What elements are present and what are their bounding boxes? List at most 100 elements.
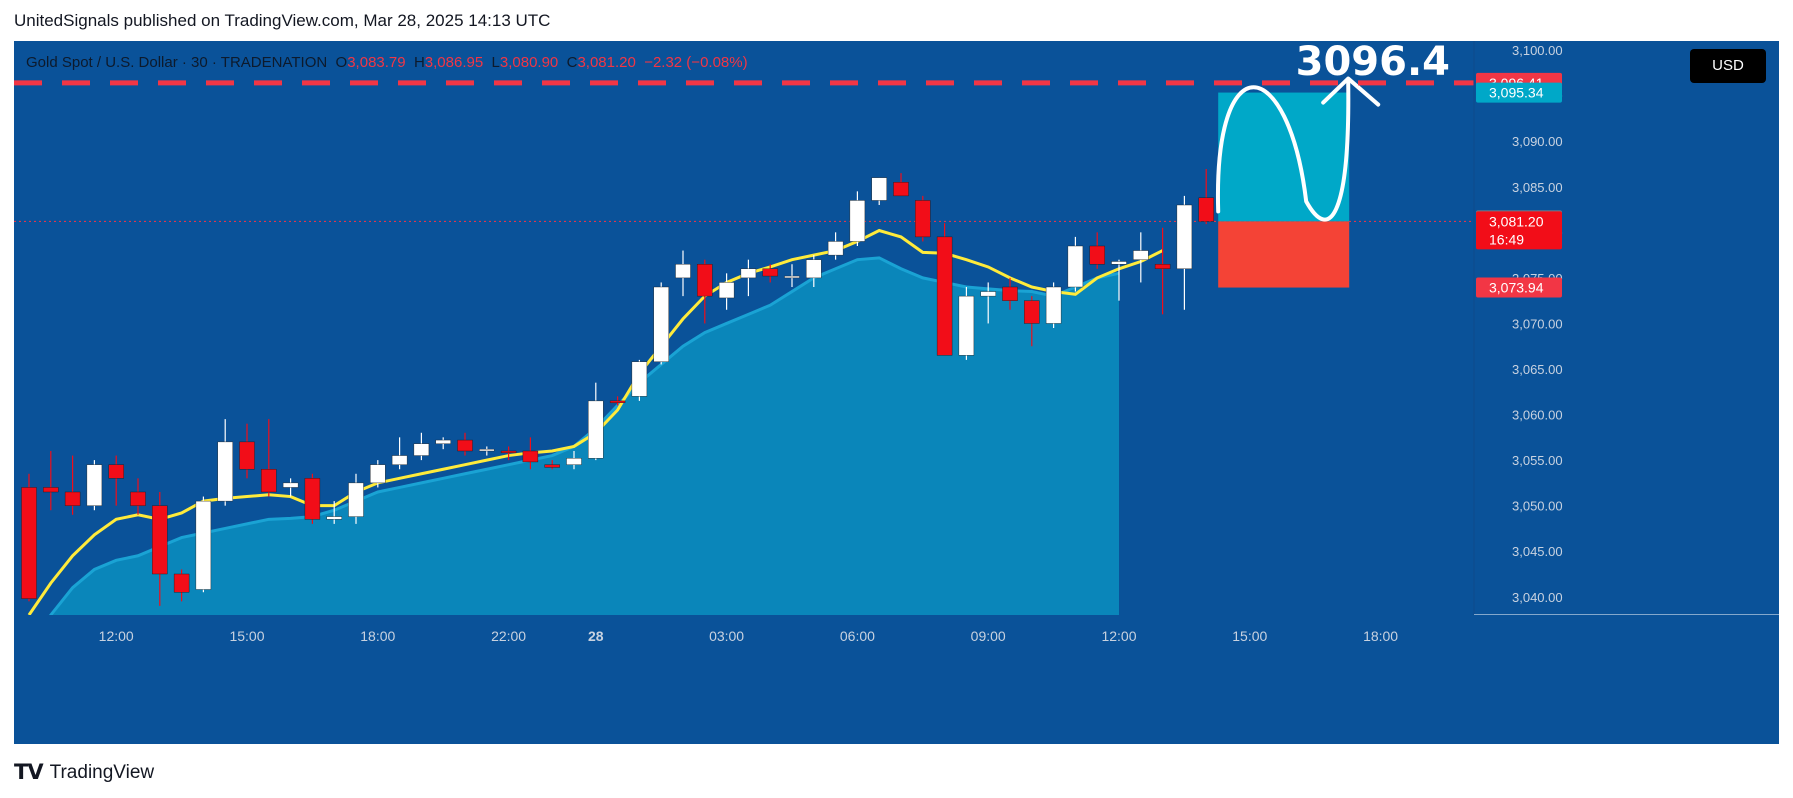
candle-body	[479, 448, 495, 452]
tradingview-footer[interactable]: 𝗧𝗩 TradingView	[14, 760, 154, 785]
price-tag	[1476, 277, 1562, 298]
candle-body	[435, 439, 451, 444]
candle-body	[609, 400, 626, 403]
x-tick-label: 28	[588, 628, 604, 644]
candle-body	[893, 182, 909, 197]
candle-body	[413, 443, 430, 456]
candle-body	[1154, 264, 1171, 269]
candle-body	[588, 400, 604, 459]
candle-body	[1198, 197, 1214, 222]
chart-frame[interactable]: 3096.4 3,040.00 3,045.00 3,050.00 3,055.00 3,…	[14, 41, 1779, 744]
x-tick-label: 18:00	[1363, 628, 1398, 644]
y-tick-label: 3,065.00	[1512, 362, 1563, 377]
candle-body	[718, 282, 735, 299]
candle-body	[1024, 300, 1040, 324]
candle-body	[849, 200, 866, 242]
candle-body	[195, 500, 212, 590]
currency-button[interactable]: USD	[1690, 49, 1766, 83]
candle-body	[304, 478, 321, 520]
change-value: −2.32 (−0.08%)	[644, 54, 748, 71]
time-axis	[14, 615, 1779, 744]
candle-body	[108, 464, 124, 479]
candle-body	[21, 487, 37, 599]
candle-body	[915, 200, 931, 238]
open-label: O	[335, 54, 348, 71]
candle-body	[740, 268, 757, 279]
candle-body	[784, 275, 800, 279]
brand-name: TradingView	[49, 761, 155, 783]
x-tick-label: 09:00	[971, 628, 1006, 644]
close-label: C	[566, 54, 578, 71]
candle-body	[653, 286, 669, 362]
candle-body	[457, 439, 473, 452]
candle-body	[391, 455, 408, 465]
close-value: 3,081.20	[577, 54, 636, 71]
price-chart[interactable]: 3096.4 3,040.00 3,045.00 3,050.00 3,055.00 3,…	[14, 41, 1779, 744]
price-tag-value: 3,095.34	[1489, 85, 1544, 101]
y-tick-label: 3,040.00	[1512, 590, 1563, 605]
y-tick-label: 3,050.00	[1512, 499, 1563, 514]
candle-body	[522, 450, 539, 463]
high-value: 3,086.95	[424, 54, 484, 71]
y-tick-label: 3,060.00	[1512, 408, 1563, 423]
candle-body	[697, 264, 713, 297]
candle-body	[217, 441, 233, 502]
y-tick-label: 3,070.00	[1512, 316, 1563, 331]
candle-body	[980, 291, 996, 297]
symbol-legend: Gold Spot / U.S. Dollar · 30 · TRADENATI…	[26, 54, 748, 71]
candle-body	[43, 487, 59, 493]
y-tick-label: 3,085.00	[1512, 180, 1563, 195]
x-tick-label: 15:00	[229, 628, 264, 644]
loss-zone	[1218, 221, 1350, 288]
low-value: 3,080.90	[499, 54, 559, 71]
target-price-text: 3096.4	[1296, 41, 1450, 85]
candle-body	[806, 259, 822, 279]
candle-body	[130, 491, 146, 506]
forecast-curve	[1216, 78, 1351, 222]
candle-body	[86, 464, 103, 506]
y-tick-label: 3,100.00	[1512, 43, 1563, 58]
candle-body	[762, 268, 778, 277]
candle-body	[239, 441, 255, 470]
x-tick-label: 18:00	[360, 628, 395, 644]
candle-body	[1176, 204, 1193, 269]
candle-body	[1089, 245, 1105, 265]
publish-header: UnitedSignals published on TradingView.c…	[14, 11, 551, 30]
candle-body	[566, 458, 582, 465]
y-tick-label: 3,090.00	[1512, 134, 1563, 149]
candle-body	[631, 361, 648, 397]
candle-body	[370, 464, 386, 484]
y-tick-label: 3,045.00	[1512, 544, 1563, 559]
candle-body	[1045, 286, 1062, 324]
candle-body	[936, 236, 953, 356]
x-tick-label: 12:00	[1101, 628, 1136, 644]
candle-body	[348, 482, 364, 517]
price-tag	[1476, 82, 1562, 103]
price-tag-countdown: 16:49	[1489, 231, 1524, 247]
candle-body	[64, 491, 81, 506]
candle-body	[958, 295, 975, 356]
tradingview-logo-icon: 𝗧𝗩	[14, 761, 44, 784]
candle-body	[282, 482, 299, 488]
candle-body	[1111, 261, 1127, 265]
low-label: L	[491, 54, 500, 71]
x-tick-label: 15:00	[1232, 628, 1267, 644]
candle-body	[544, 464, 560, 468]
candle-body	[152, 505, 168, 575]
price-tag-value: 3,073.94	[1489, 280, 1544, 296]
symbol-name: Gold Spot / U.S. Dollar · 30 · TRADENATI…	[26, 54, 328, 71]
high-label: H	[413, 54, 425, 71]
candle-body	[173, 573, 190, 593]
candle-body	[871, 177, 887, 201]
candle-body	[1133, 250, 1149, 260]
price-tag-value: 3,081.20	[1489, 213, 1544, 229]
candle-body	[1067, 245, 1084, 288]
x-tick-label: 03:00	[709, 628, 744, 644]
candle-body	[675, 264, 691, 279]
y-tick-label: 3,055.00	[1512, 453, 1563, 468]
candle-body	[500, 450, 517, 454]
x-tick-label: 22:00	[491, 628, 526, 644]
x-tick-label: 12:00	[99, 628, 134, 644]
price-tag	[1476, 211, 1562, 250]
forecast-arrowhead	[1321, 76, 1381, 107]
